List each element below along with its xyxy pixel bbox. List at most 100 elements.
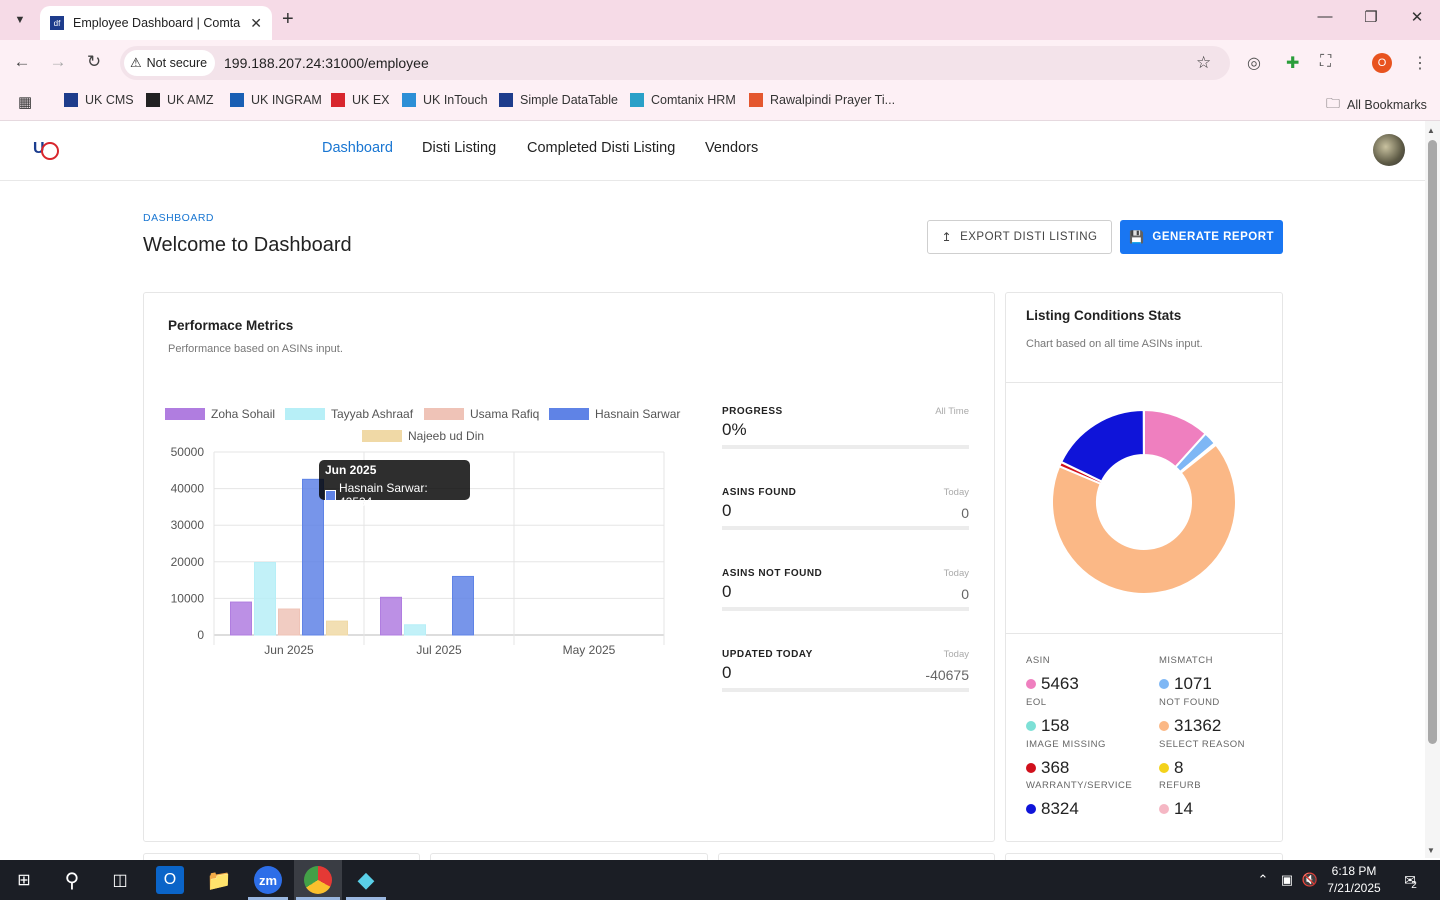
translate-icon[interactable]: ◎ (1247, 55, 1261, 72)
notifications-icon[interactable]: ✉ (1404, 871, 1416, 888)
stat-value: 31362 (1159, 716, 1221, 736)
export-disti-listing-button[interactable]: ↥ EXPORT DISTI LISTING (927, 220, 1112, 254)
user-avatar[interactable] (1373, 134, 1405, 166)
nav-disti-listing[interactable]: Disti Listing (422, 140, 497, 156)
legend-swatch (165, 408, 205, 420)
windows-start-icon[interactable]: ⊞ (17, 872, 31, 889)
stat-value: 1071 (1159, 674, 1212, 694)
bar-hasnain-sarwar (452, 575, 474, 636)
metric-label: ASINS FOUND (722, 487, 797, 498)
stat-label: REFURB (1159, 780, 1202, 791)
maximize-icon[interactable]: ❐ (1364, 9, 1378, 26)
tab-search-chevron-icon[interactable]: ▼ (14, 14, 26, 26)
page-title: Welcome to Dashboard (143, 234, 352, 256)
y-tick-label: 50000 (171, 445, 205, 459)
bookmark-item[interactable]: Rawalpindi Prayer Ti... (749, 93, 895, 107)
bookmark-item[interactable]: UK INGRAM (230, 93, 322, 107)
bookmark-item[interactable]: UK AMZ (146, 93, 214, 107)
metric-progress-bar (722, 607, 969, 611)
stat-label: EOL (1026, 697, 1047, 708)
tab-close-icon[interactable]: ✕ (250, 14, 262, 31)
scroll-down-icon[interactable]: ▼ (1427, 846, 1435, 855)
not-secure-chip[interactable]: ⚠ Not secure (124, 50, 216, 76)
extensions-puzzle-icon[interactable]: ⛶ (1320, 53, 1332, 70)
reload-icon[interactable]: ↻ (86, 52, 102, 71)
bookmark-item[interactable]: UK EX (331, 93, 390, 107)
scroll-up-icon[interactable]: ▲ (1427, 126, 1435, 135)
forward-icon[interactable]: → (49, 52, 67, 71)
bookmark-item[interactable]: Comtanix HRM (630, 93, 736, 107)
scrollbar-thumb[interactable] (1428, 140, 1437, 744)
stat-label: SELECT REASON (1159, 739, 1246, 750)
tab-title: Employee Dashboard | Comtanix (73, 16, 241, 30)
legend-item[interactable]: Usama Rafiq (424, 407, 539, 421)
tooltip-text: Hasnain Sarwar: 42534 (338, 481, 428, 509)
volume-muted-icon[interactable]: 🔇 (1301, 872, 1319, 887)
url-text[interactable]: 199.188.207.24:31000/employee (224, 55, 429, 71)
generate-report-button[interactable]: 💾 GENERATE REPORT (1120, 220, 1283, 254)
bookmark-item[interactable]: UK InTouch (402, 93, 488, 107)
profile-icon[interactable]: O (1372, 53, 1392, 73)
metric-delta: 0 (961, 505, 969, 521)
save-icon: 💾 (1128, 230, 1145, 244)
bar-tayyab-ashraaf (254, 562, 276, 636)
metric-period: Today (943, 568, 969, 579)
y-tick-label: 20000 (171, 555, 205, 569)
back-icon[interactable]: ← (13, 52, 31, 71)
prayer-icon (749, 93, 763, 107)
performance-title: Performace Metrics (168, 318, 294, 333)
clock-time[interactable]: 6:18 PM (1331, 864, 1377, 878)
tray-chevron-icon[interactable]: ⌃ (1257, 872, 1269, 887)
extension-plus-icon[interactable]: ✚ (1286, 55, 1300, 72)
chrome-icon[interactable] (304, 866, 332, 894)
bar-najeeb-ud-din (326, 620, 348, 636)
logo-text: U (33, 140, 45, 157)
stat-value: 158 (1026, 716, 1069, 736)
omnibox[interactable] (120, 46, 1230, 80)
bookmark-label: UK InTouch (423, 93, 488, 107)
uk-cms-icon (64, 93, 78, 107)
legend-item[interactable]: Tayyab Ashraaf (285, 407, 413, 421)
export-label: EXPORT DISTI LISTING (960, 231, 1098, 243)
outlook-icon[interactable]: O (156, 866, 184, 894)
zoom-icon[interactable]: zm (254, 866, 282, 894)
nav-completed-disti-listing[interactable]: Completed Disti Listing (527, 140, 676, 156)
window-close-icon[interactable]: ✕ (1410, 9, 1424, 26)
browser-menu-icon[interactable]: ⋮ (1412, 55, 1428, 72)
clock-date[interactable]: 7/21/2025 (1327, 881, 1381, 895)
all-bookmarks[interactable]: 🗀 All Bookmarks (1326, 93, 1427, 117)
stat-label: ASIN (1026, 655, 1051, 666)
metric-block: UPDATED TODAY Today 0 -40675 (722, 649, 969, 693)
tooltip-title: Jun 2025 (325, 463, 377, 477)
bookmark-label: UK EX (352, 93, 390, 107)
network-icon[interactable]: ▣ (1280, 872, 1294, 887)
task-view-icon[interactable]: ◫ (112, 872, 128, 889)
legend-item[interactable]: Hasnain Sarwar (549, 407, 680, 421)
minimize-icon[interactable]: — (1317, 8, 1333, 25)
file-explorer-icon[interactable]: 📁 (206, 869, 232, 892)
bookmark-item[interactable]: Simple DataTable (499, 93, 618, 107)
legend-item[interactable]: Zoha Sohail (165, 407, 275, 421)
metric-progress-bar (722, 445, 969, 449)
legend-label: Najeeb ud Din (408, 429, 485, 443)
uk-logo[interactable]: U (33, 140, 59, 162)
legend-swatch (424, 408, 464, 420)
donut-slice-not-found[interactable] (1051, 443, 1237, 595)
search-icon[interactable]: ⚲ (64, 869, 80, 892)
bookmark-item[interactable]: UK CMS (64, 93, 134, 107)
not-secure-label: Not secure (146, 56, 208, 70)
y-tick-label: 10000 (171, 591, 205, 605)
stat-dot (1026, 679, 1036, 689)
legend-item[interactable]: Najeeb ud Din (362, 429, 484, 443)
app-diamond-icon[interactable]: ◆ (357, 867, 375, 892)
bookmark-star-icon[interactable]: ☆ (1196, 53, 1212, 72)
legend-label: Hasnain Sarwar (595, 407, 681, 421)
new-tab-icon[interactable]: + (282, 8, 294, 30)
folder-icon: 🗀 (1326, 95, 1340, 111)
stat-value: 8324 (1026, 799, 1079, 819)
metric-value: 0 (722, 663, 732, 682)
apps-grid-icon[interactable]: ▦ (18, 94, 33, 111)
browser-tab[interactable]: df Employee Dashboard | Comtanix ✕ (40, 6, 272, 40)
nav-vendors[interactable]: Vendors (705, 140, 759, 156)
nav-dashboard[interactable]: Dashboard (322, 140, 393, 156)
